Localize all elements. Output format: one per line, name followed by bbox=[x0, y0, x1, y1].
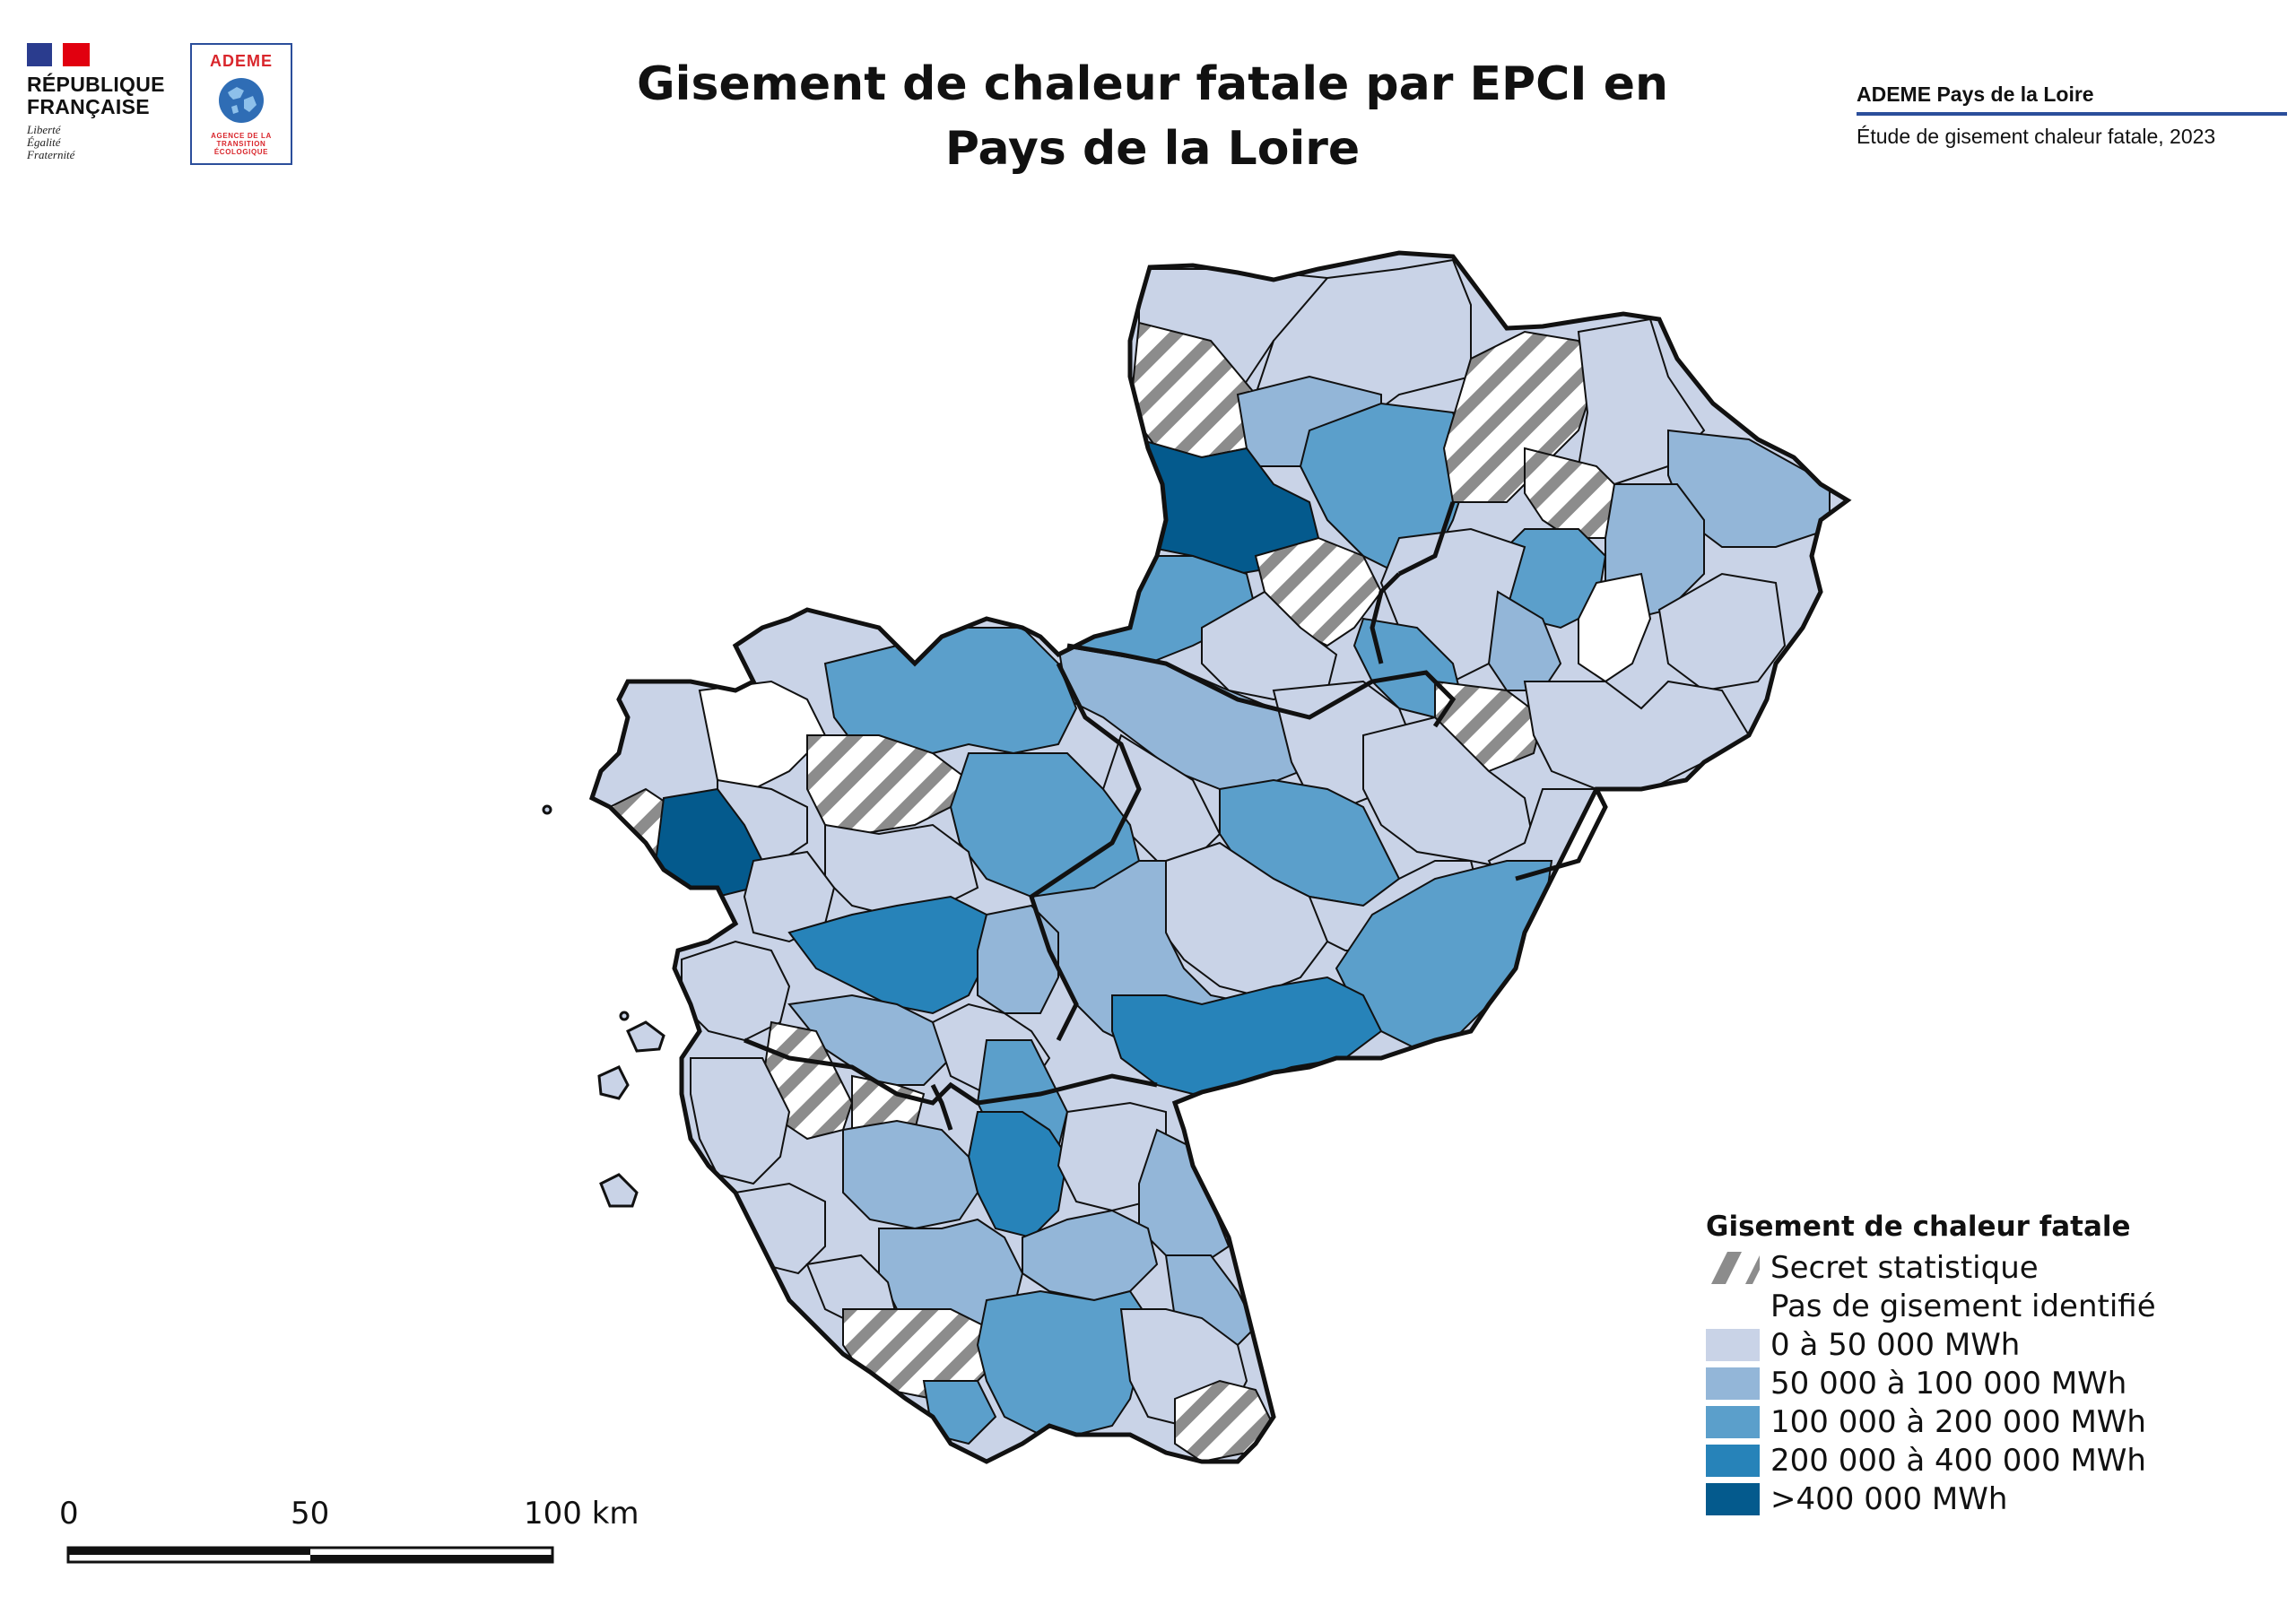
epci-polygon[interactable] bbox=[1442, 330, 1598, 503]
republique-motto: Liberté Égalité Fraternité bbox=[27, 124, 188, 161]
department-boundary bbox=[1397, 501, 1456, 577]
epci-polygon[interactable] bbox=[1578, 572, 1652, 683]
source-block: ADEME Pays de la Loire Étude de gisement… bbox=[1857, 82, 2287, 149]
scale-bar-segment bbox=[310, 1555, 552, 1562]
motto-line: Liberté bbox=[27, 123, 61, 136]
legend-label: Secret statistique bbox=[1770, 1249, 2039, 1286]
legend-swatch bbox=[1706, 1251, 1760, 1284]
epci-polygon[interactable] bbox=[1524, 447, 1634, 539]
legend-swatch bbox=[1706, 1482, 1760, 1515]
epci-polygon[interactable] bbox=[1111, 976, 1383, 1096]
ademe-subtitle-line: AGENCE DE LA bbox=[211, 132, 272, 140]
ademe-subtitle-line: ÉCOLOGIQUE bbox=[213, 148, 269, 156]
scale-tick-label: 100 km bbox=[524, 1496, 639, 1532]
source-organization: ADEME Pays de la Loire bbox=[1857, 82, 2287, 116]
region-outline bbox=[588, 250, 1852, 1464]
scale-bar bbox=[66, 1546, 554, 1564]
legend-swatch bbox=[1706, 1405, 1760, 1438]
epci-polygon[interactable] bbox=[842, 1119, 979, 1230]
legend-title: Gisement de chaleur fatale bbox=[1706, 1211, 2131, 1243]
legend-item-class-3: 200 000 à 400 000 MWh bbox=[1706, 1441, 2280, 1480]
epci-polygon[interactable] bbox=[734, 1182, 826, 1275]
scale-bar-segment bbox=[68, 1548, 310, 1555]
legend-swatch bbox=[1706, 1367, 1760, 1400]
legend-swatch bbox=[1706, 1328, 1760, 1361]
ademe-wordmark: ADEME bbox=[209, 52, 273, 70]
marianne-flag-icon bbox=[27, 43, 90, 66]
legend-label: 100 000 à 200 000 MWh bbox=[1770, 1403, 2146, 1440]
department-boundaries bbox=[744, 501, 1608, 1131]
motto-line: Fraternité bbox=[27, 148, 75, 161]
legend-swatch bbox=[1706, 1444, 1760, 1477]
legend-label: Pas de gisement identifié bbox=[1770, 1288, 2156, 1324]
epci-polygon[interactable] bbox=[1022, 1209, 1159, 1302]
island-polygon bbox=[599, 1173, 639, 1208]
epci-polygon[interactable] bbox=[698, 680, 827, 791]
epci-polygon[interactable] bbox=[976, 1289, 1150, 1436]
republique-line: RÉPUBLIQUE bbox=[27, 73, 165, 96]
department-boundary bbox=[1029, 662, 1142, 1042]
scale-tick-label: 50 bbox=[291, 1496, 330, 1532]
legend: Gisement de chaleur fatale Secret statis… bbox=[1706, 1211, 2280, 1518]
legend-item-none: Pas de gisement identifié bbox=[1706, 1287, 2280, 1325]
map-title: Gisement de chaleur fatale par EPCI en P… bbox=[637, 57, 1668, 176]
legend-item-secret: Secret statistique bbox=[1706, 1248, 2280, 1287]
legend-label: 50 000 à 100 000 MWh bbox=[1770, 1365, 2127, 1402]
motto-line: Égalité bbox=[27, 135, 61, 149]
islands bbox=[542, 804, 665, 1208]
epci-polygon[interactable] bbox=[824, 823, 979, 916]
legend-item-class-4: >400 000 MWh bbox=[1706, 1480, 2280, 1518]
legend-label: 0 à 50 000 MWh bbox=[1770, 1326, 2021, 1363]
epci-polygon[interactable] bbox=[690, 1057, 791, 1185]
republique-line: FRANÇAISE bbox=[27, 95, 150, 118]
epci-polygon[interactable] bbox=[1155, 841, 1329, 997]
legend-item-class-0: 0 à 50 000 MWh bbox=[1706, 1325, 2280, 1364]
department-boundary bbox=[930, 1083, 953, 1131]
epci-polygon[interactable] bbox=[1657, 572, 1787, 692]
island-polygon bbox=[542, 804, 552, 815]
scale-tick-label: 0 bbox=[59, 1496, 79, 1532]
department-boundary bbox=[744, 1037, 1158, 1106]
department-boundary bbox=[1370, 572, 1401, 664]
legend-item-class-1: 50 000 à 100 000 MWh bbox=[1706, 1364, 2280, 1402]
ademe-subtitle-line: TRANSITION bbox=[216, 140, 266, 148]
island-polygon bbox=[626, 1020, 665, 1053]
source-study: Étude de gisement chaleur fatale, 2023 bbox=[1857, 125, 2216, 148]
globe-icon bbox=[219, 78, 264, 123]
epci-polygons bbox=[592, 253, 1848, 1462]
epci-polygon[interactable] bbox=[806, 734, 970, 836]
legend-label: >400 000 MWh bbox=[1770, 1480, 2008, 1517]
island-polygon bbox=[597, 1065, 630, 1100]
legend-label: 200 000 à 400 000 MWh bbox=[1770, 1442, 2146, 1479]
department-boundary bbox=[1066, 643, 1457, 728]
epci-polygon[interactable] bbox=[949, 752, 1141, 898]
legend-swatch bbox=[1706, 1289, 1760, 1323]
department-boundary bbox=[1515, 787, 1608, 881]
ademe-subtitle: AGENCE DE LA TRANSITION ÉCOLOGIQUE bbox=[192, 132, 291, 156]
legend-item-class-2: 100 000 à 200 000 MWh bbox=[1706, 1402, 2280, 1441]
ademe-logo: ADEME AGENCE DE LA TRANSITION ÉCOLOGIQUE bbox=[190, 43, 292, 165]
epci-polygon[interactable] bbox=[977, 904, 1059, 1014]
island-polygon bbox=[619, 1011, 630, 1021]
republique-francaise-logo: RÉPUBLIQUE FRANÇAISE Liberté Égalité Fra… bbox=[27, 43, 188, 161]
republique-francaise-name: RÉPUBLIQUE FRANÇAISE bbox=[27, 74, 188, 118]
epci-polygon[interactable] bbox=[787, 994, 952, 1086]
